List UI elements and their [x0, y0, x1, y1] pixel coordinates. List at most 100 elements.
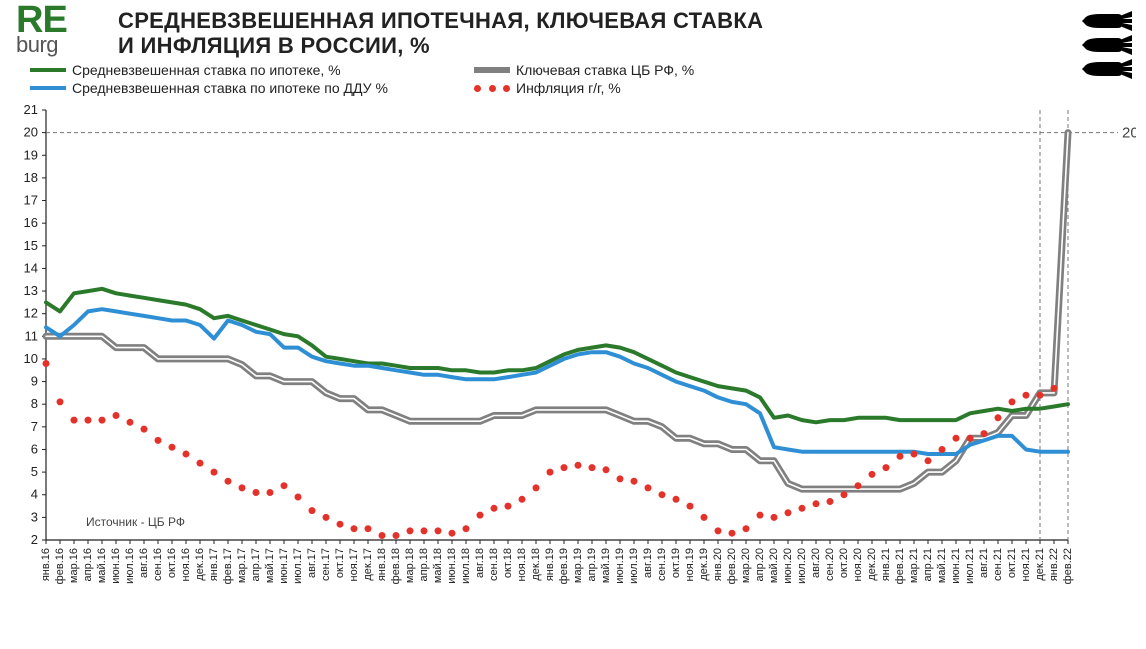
x-tick-label: май.16: [96, 548, 108, 583]
x-tick-label: дек.19: [698, 548, 710, 581]
x-tick-label: май.17: [264, 548, 276, 583]
x-tick-label: фев.17: [222, 548, 234, 584]
logo: RE burg: [16, 4, 67, 55]
legend-item-mortgage: Средневзвешенная ставка по ипотеке, %: [30, 62, 470, 78]
x-tick-label: дек.20: [866, 548, 878, 581]
legend-label-mortgage: Средневзвешенная ставка по ипотеке, %: [72, 62, 341, 78]
x-tick-label: фев.22: [1062, 548, 1074, 584]
y-tick-label: 9: [31, 374, 38, 389]
bomb-icon-group: [1080, 10, 1134, 80]
y-tick-label: 5: [31, 464, 38, 479]
y-tick-label: 21: [24, 102, 38, 117]
y-tick-label: 15: [24, 238, 38, 253]
x-tick-label: авг.19: [642, 548, 654, 578]
series-mortgage-ddu: [46, 309, 1068, 454]
x-tick-label: июн.17: [278, 548, 290, 584]
x-tick-label: июн.19: [614, 548, 626, 584]
x-tick-label: апр.16: [82, 548, 94, 581]
x-tick-label: мар.18: [404, 548, 416, 583]
y-tick-label: 4: [31, 487, 38, 502]
x-tick-label: май.20: [768, 548, 780, 583]
x-tick-label: сен.19: [656, 548, 668, 581]
bomb-icon: [1080, 10, 1134, 32]
x-tick-label: июн.20: [782, 548, 794, 584]
legend-item-mortgage-ddu: Средневзвешенная ставка по ипотеке по ДД…: [30, 80, 470, 96]
x-tick-label: июл.18: [460, 548, 472, 584]
bomb-icon: [1080, 58, 1134, 80]
x-tick-label: ноя.18: [516, 548, 528, 581]
x-tick-label: сен.17: [320, 548, 332, 581]
x-tick-label: июн.18: [446, 548, 458, 584]
callout-label: 20%: [1122, 125, 1136, 142]
x-tick-label: мар.17: [236, 548, 248, 583]
y-tick-label: 2: [31, 532, 38, 547]
legend-swatch-mortgage-ddu: [30, 86, 66, 90]
y-tick-label: 7: [31, 419, 38, 434]
x-tick-label: дек.18: [530, 548, 542, 581]
y-tick-label: 16: [24, 215, 38, 230]
x-tick-label: апр.21: [922, 548, 934, 581]
x-tick-label: мар.20: [740, 548, 752, 583]
x-tick-label: янв.19: [544, 548, 556, 581]
series-inflation: [43, 360, 1058, 539]
x-tick-label: мар.19: [572, 548, 584, 583]
x-tick-label: апр.19: [586, 548, 598, 581]
x-tick-label: ноя.16: [180, 548, 192, 581]
y-tick-label: 8: [31, 396, 38, 411]
x-tick-label: июн.21: [950, 548, 962, 584]
x-tick-label: янв.21: [880, 548, 892, 581]
x-tick-label: авг.20: [810, 548, 822, 578]
x-tick-label: дек.16: [194, 548, 206, 581]
x-tick-label: июн.16: [110, 548, 122, 584]
x-tick-label: июл.16: [124, 548, 136, 584]
y-tick-label: 6: [31, 441, 38, 456]
x-tick-label: сен.16: [152, 548, 164, 581]
x-tick-label: янв.17: [208, 548, 220, 581]
legend-label-mortgage-ddu: Средневзвешенная ставка по ипотеке по ДД…: [72, 80, 388, 96]
x-tick-label: июл.19: [628, 548, 640, 584]
legend-label-keyrate: Ключевая ставка ЦБ РФ, %: [516, 62, 694, 78]
x-tick-label: июл.17: [292, 548, 304, 584]
x-tick-label: ноя.17: [348, 548, 360, 581]
x-tick-label: апр.20: [754, 548, 766, 581]
x-tick-label: фев.21: [894, 548, 906, 584]
x-tick-label: авг.17: [306, 548, 318, 578]
x-tick-label: апр.17: [250, 548, 262, 581]
x-tick-label: окт.16: [166, 548, 178, 578]
x-tick-label: авг.16: [138, 548, 150, 578]
legend-swatch-mortgage: [30, 68, 66, 72]
x-tick-label: авг.21: [978, 548, 990, 578]
x-tick-label: май.19: [600, 548, 612, 583]
x-tick-label: окт.17: [334, 548, 346, 578]
y-tick-label: 11: [25, 328, 39, 343]
legend-swatch-inflation: [474, 83, 510, 93]
y-tick-label: 13: [24, 283, 38, 298]
source-label: Источник - ЦБ РФ: [86, 515, 185, 529]
x-tick-label: ноя.21: [1020, 548, 1032, 581]
x-tick-label: сен.21: [992, 548, 1004, 581]
x-tick-label: фев.18: [390, 548, 402, 584]
x-tick-label: дек.17: [362, 548, 374, 581]
x-tick-label: янв.22: [1048, 548, 1060, 581]
x-tick-label: май.18: [432, 548, 444, 583]
page: { "logo": { "top": "RE", "bottom": "burg…: [0, 0, 1146, 649]
y-tick-label: 17: [24, 193, 38, 208]
x-tick-label: ноя.20: [852, 548, 864, 581]
x-tick-label: мар.16: [68, 548, 80, 583]
y-tick-label: 19: [24, 147, 38, 162]
x-tick-label: янв.20: [712, 548, 724, 581]
y-tick-label: 12: [24, 306, 38, 321]
x-tick-label: окт.18: [502, 548, 514, 578]
x-tick-label: июл.21: [964, 548, 976, 584]
bomb-icon: [1080, 34, 1134, 56]
x-tick-label: авг.18: [474, 548, 486, 578]
x-tick-label: мар.21: [908, 548, 920, 583]
x-tick-label: окт.19: [670, 548, 682, 578]
y-tick-label: 3: [31, 509, 38, 524]
x-tick-label: фев.19: [558, 548, 570, 584]
x-tick-label: ноя.19: [684, 548, 696, 581]
x-tick-label: дек.21: [1034, 548, 1046, 581]
y-tick-label: 20: [24, 125, 38, 140]
x-tick-label: янв.18: [376, 548, 388, 581]
y-tick-label: 10: [24, 351, 38, 366]
